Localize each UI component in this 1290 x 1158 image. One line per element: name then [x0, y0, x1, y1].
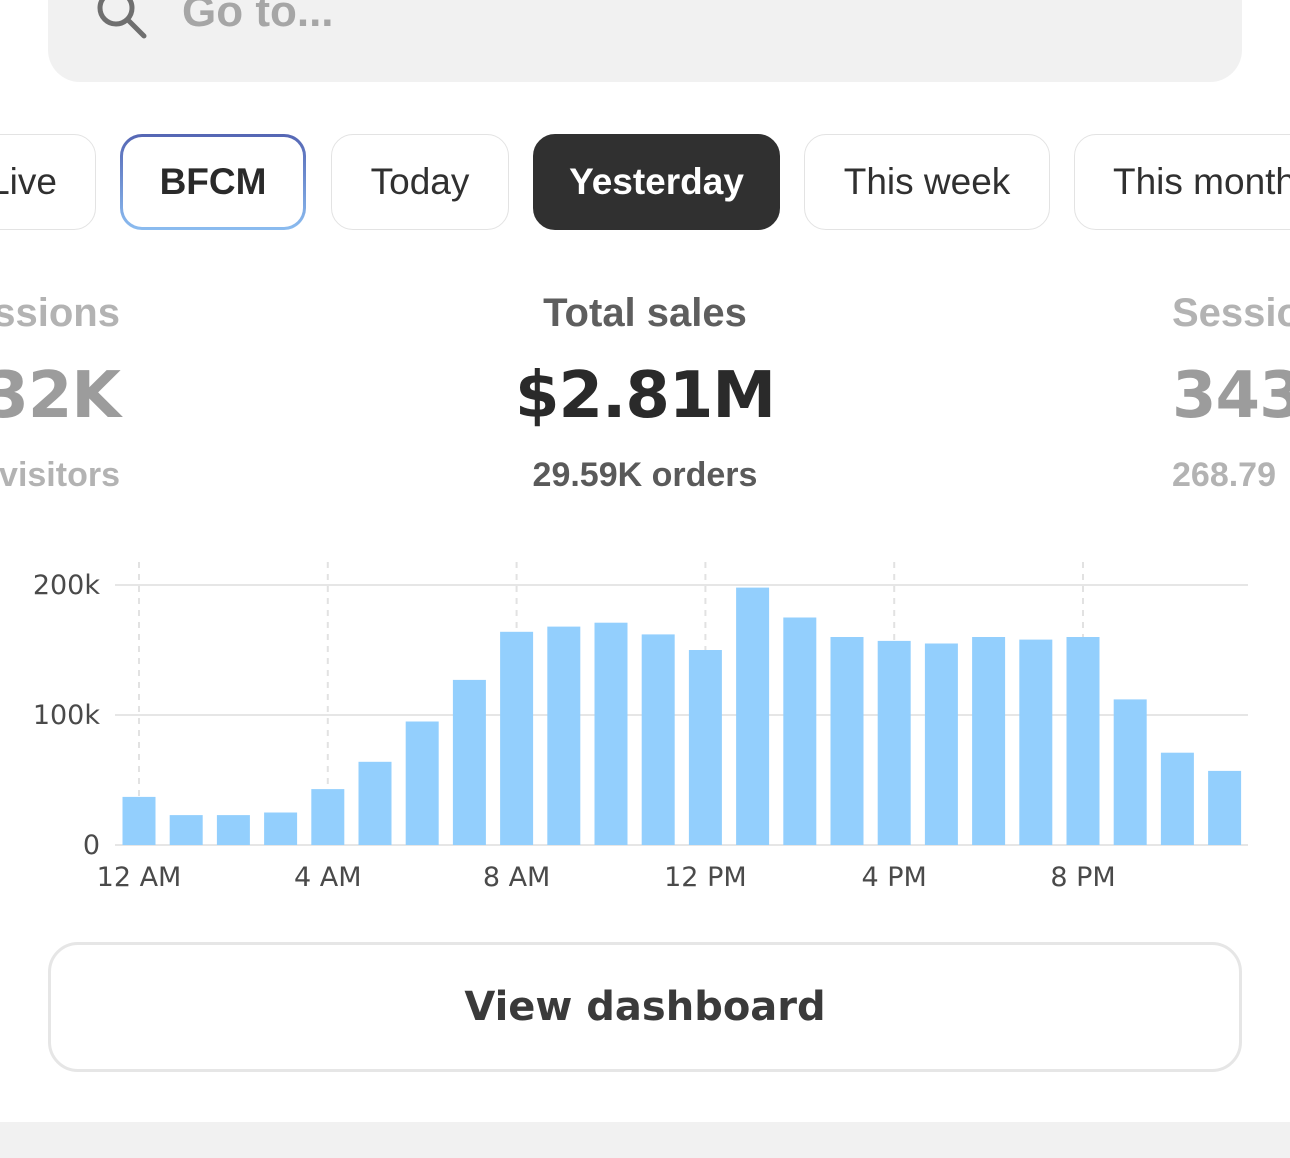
- y-tick-label: 200k: [33, 570, 101, 601]
- x-tick-label: 4 AM: [294, 862, 362, 893]
- chart-bar[interactable]: [405, 721, 439, 846]
- chart-bar[interactable]: [641, 634, 675, 845]
- chart-bar[interactable]: [783, 617, 817, 846]
- chart-grid: [115, 562, 1248, 846]
- chart-bar[interactable]: [216, 815, 250, 845]
- tab-live[interactable]: Live: [0, 134, 96, 230]
- metric-value: 32K: [0, 359, 121, 433]
- chart-bar[interactable]: [830, 637, 864, 845]
- chart-bar[interactable]: [1113, 699, 1147, 845]
- search-input[interactable]: [182, 0, 1082, 44]
- x-tick-label: 8 AM: [483, 862, 551, 893]
- x-tick-label: 12 AM: [97, 862, 182, 893]
- view-dashboard-button[interactable]: View dashboard: [48, 942, 1242, 1072]
- metric-label: Total sales: [543, 291, 747, 335]
- chart-bar[interactable]: [1160, 752, 1194, 845]
- tab-live-label: Live: [0, 161, 57, 202]
- tab-this-week-label: This week: [843, 161, 1011, 202]
- search-icon: [97, 0, 147, 39]
- tab-today[interactable]: Today: [331, 134, 509, 230]
- chart-bar[interactable]: [688, 650, 722, 845]
- chart-bar[interactable]: [1066, 637, 1100, 845]
- view-dashboard-label: View dashboard: [464, 984, 826, 1030]
- x-tick-label: 4 PM: [862, 862, 927, 893]
- chart-bar[interactable]: [1208, 770, 1242, 845]
- x-tick-label: 8 PM: [1050, 862, 1115, 893]
- y-tick-label: 0: [83, 830, 100, 861]
- chart-bar[interactable]: [264, 812, 298, 846]
- metric-total-sales[interactable]: Total sales $2.81M 29.59K orders: [395, 288, 895, 500]
- chart-bars: [122, 587, 1242, 846]
- metric-sub: 29.59K orders: [532, 456, 758, 494]
- chart-bar[interactable]: [311, 789, 345, 845]
- chart-bar[interactable]: [500, 631, 534, 845]
- tab-bfcm-label: BFCM: [159, 161, 267, 202]
- chart-bar[interactable]: [594, 622, 628, 845]
- tab-today-label: Today: [370, 161, 470, 202]
- hourly-sales-chart: 0 100k 200k 12 AM 4 AM 8 AM 12 PM 4 PM 8 PM: [33, 562, 1248, 893]
- metric-value: 343: [1172, 359, 1290, 433]
- chart-bar[interactable]: [547, 626, 581, 845]
- bottom-divider: [0, 1122, 1290, 1158]
- chart-bar[interactable]: [169, 815, 203, 845]
- chart-bar[interactable]: [1019, 639, 1053, 845]
- tab-yesterday-label: Yesterday: [569, 161, 744, 202]
- tab-this-week[interactable]: This week: [804, 134, 1050, 230]
- metric-label: Sessions: [0, 291, 120, 335]
- chart-labels: 0 100k 200k 12 AM 4 AM 8 AM 12 PM 4 PM 8 PM: [33, 570, 1116, 893]
- chart-bar[interactable]: [736, 587, 770, 845]
- metric-label: Sessions: [1172, 291, 1290, 335]
- metric-sessions-left[interactable]: Sessions 32K visitors: [0, 288, 121, 500]
- chart-bar[interactable]: [122, 796, 156, 845]
- chart-bar[interactable]: [452, 679, 486, 845]
- tab-this-month-label: This month: [1113, 161, 1290, 202]
- metric-sessions-right[interactable]: Sessions 343 268.79: [1172, 288, 1290, 500]
- tab-this-month[interactable]: This month: [1074, 134, 1290, 230]
- chart-bar[interactable]: [877, 640, 911, 845]
- metric-sub: 268.79: [1172, 456, 1276, 494]
- chart-bar[interactable]: [358, 761, 392, 845]
- metric-value: $2.81M: [514, 359, 776, 433]
- chart-bar[interactable]: [972, 637, 1006, 845]
- metric-sub: visitors: [0, 456, 120, 494]
- chart-bar[interactable]: [924, 643, 958, 846]
- x-tick-label: 12 PM: [664, 862, 747, 893]
- y-tick-label: 100k: [33, 700, 101, 731]
- tab-bfcm[interactable]: BFCM: [120, 134, 306, 230]
- tab-yesterday[interactable]: Yesterday: [533, 134, 780, 230]
